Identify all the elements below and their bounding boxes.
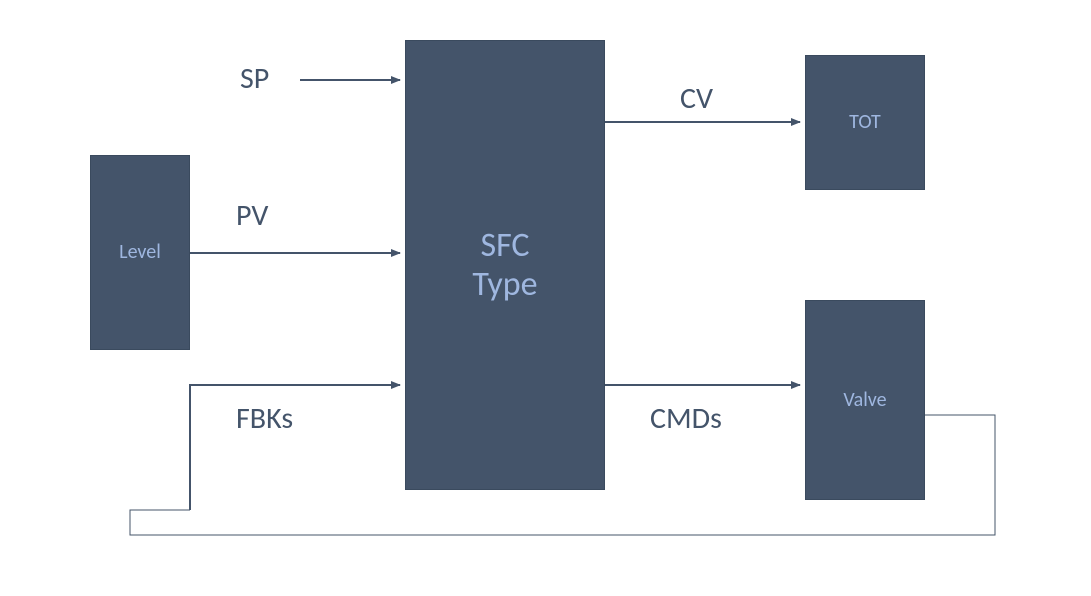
arrow-fbks [190,385,400,510]
label-cmds: CMDs [650,400,722,437]
node-level: Level [90,155,190,350]
label-sp: SP [240,60,269,97]
node-tot-label: TOT [849,111,881,134]
label-fbks: FBKs [236,400,293,437]
label-sp-text: SP [240,60,269,97]
node-sfc-label: SFCType [472,226,537,304]
node-sfc-type: SFCType [405,40,605,490]
node-valve: Valve [805,300,925,500]
node-tot: TOT [805,55,925,190]
node-level-label: Level [119,241,161,264]
label-cv-text: CV [680,80,713,117]
node-valve-label: Valve [843,389,886,412]
label-cmds-text: CMDs [650,400,722,437]
label-cv: CV [680,80,713,117]
label-pv-text: PV [236,197,268,234]
label-fbks-text: FBKs [236,400,293,437]
label-pv: PV [236,197,268,234]
